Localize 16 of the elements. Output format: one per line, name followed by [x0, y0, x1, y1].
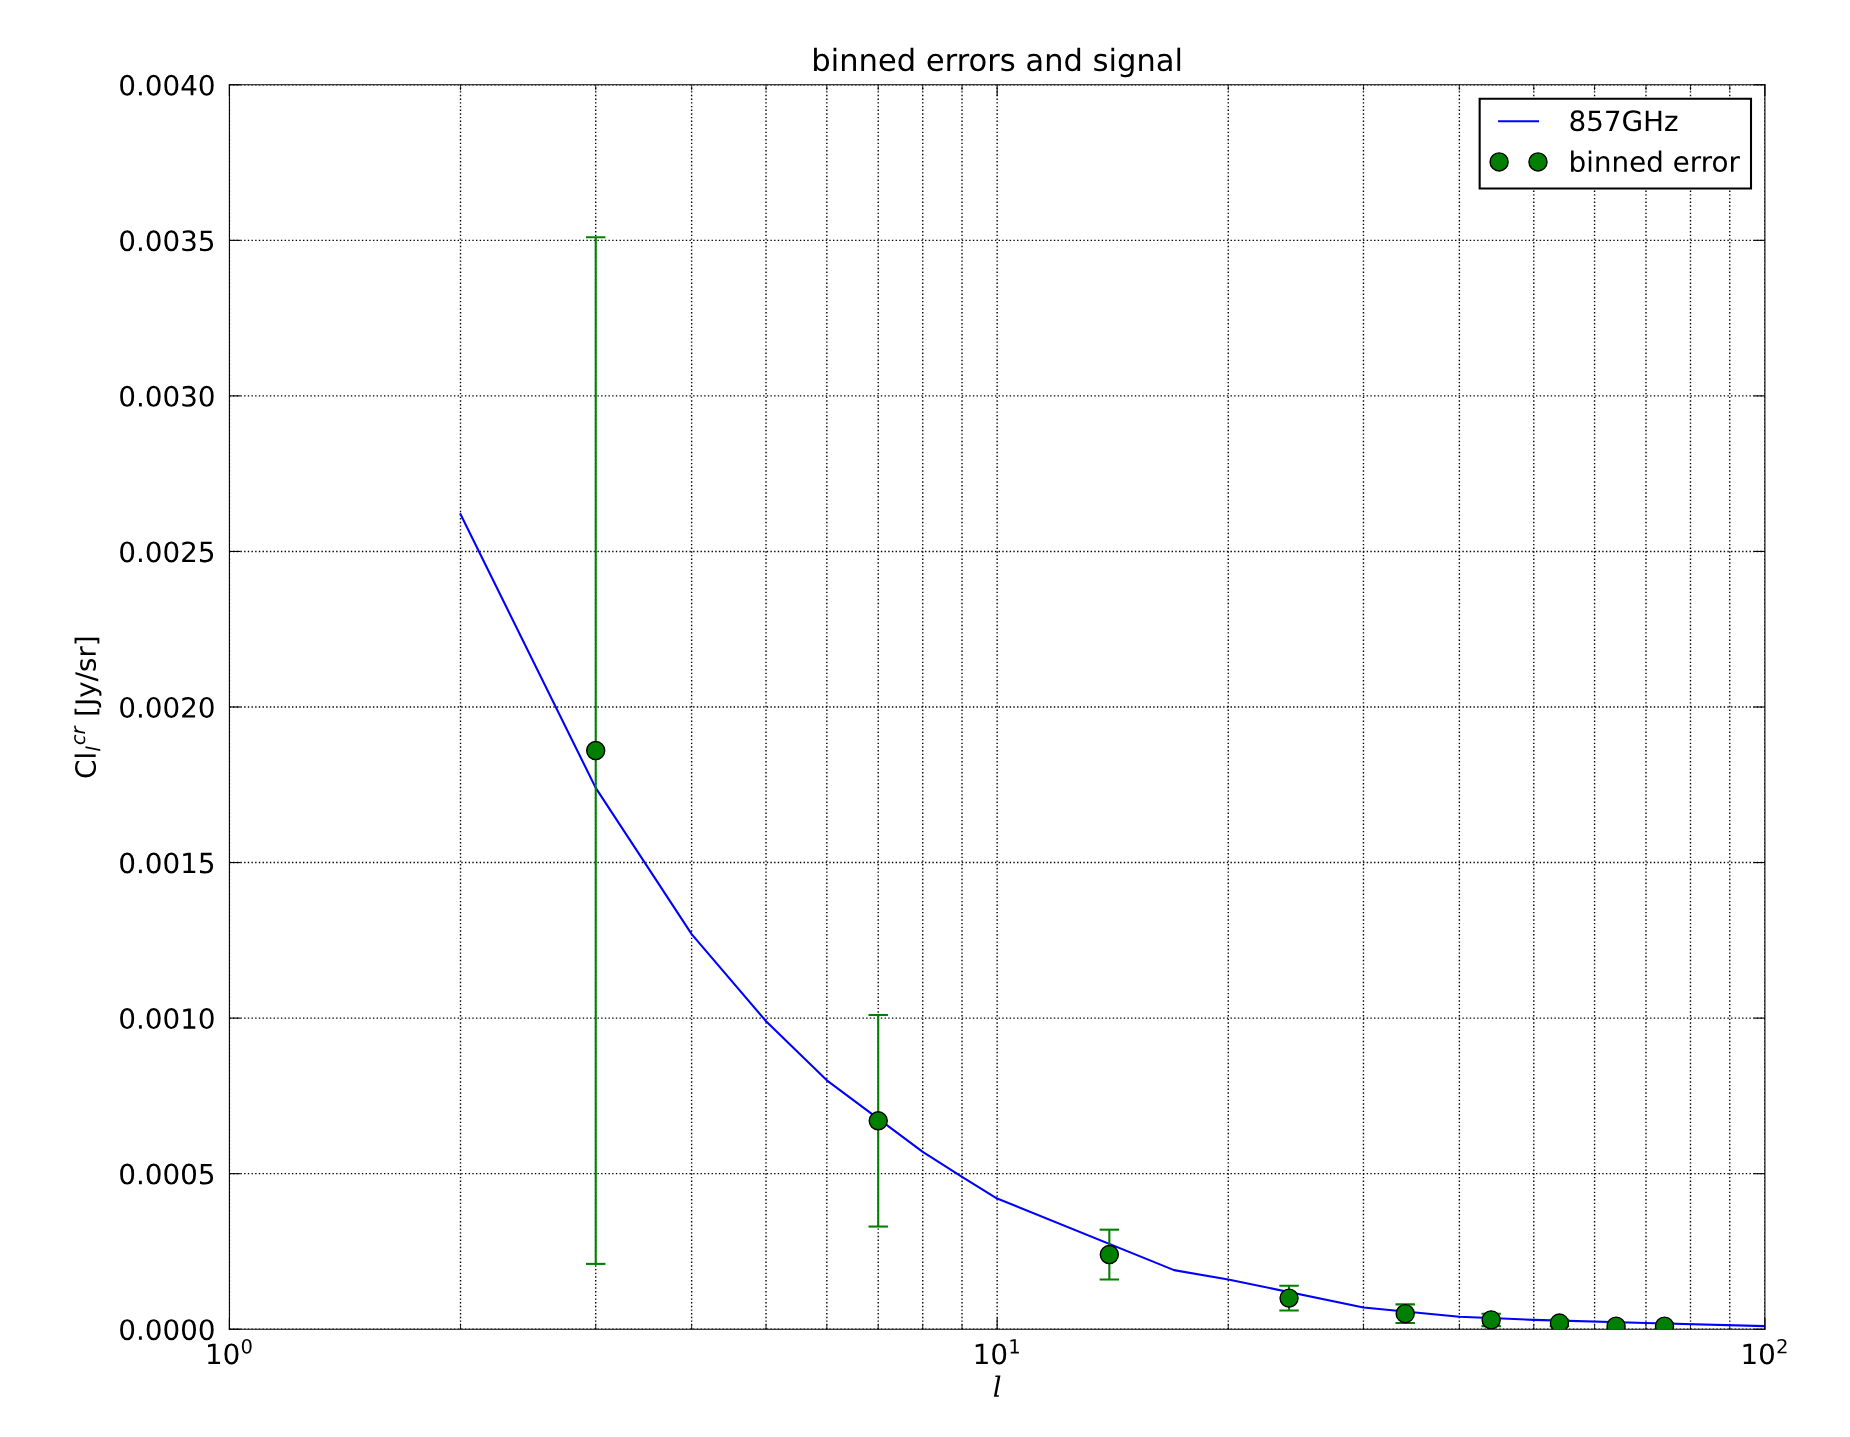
y-tick-label: 0.0015 [120, 852, 214, 874]
x-tick-label: 10$^{1}$ [975, 1339, 1019, 1365]
legend-label: binned error [1571, 150, 1740, 173]
y-tick-label: 0.0035 [120, 230, 214, 252]
y-tick-label: 0.0030 [120, 385, 214, 407]
y-tick-label: 0.0040 [120, 74, 214, 96]
legend-label: 857GHz [1570, 110, 1678, 132]
y-tick-label: 0.0005 [120, 1163, 214, 1185]
chart-title: binned errors and signal [814, 47, 1181, 78]
y-tick-label: 0.0025 [120, 541, 214, 563]
y-tick-label: 0.0010 [120, 1008, 214, 1030]
y-axis-title: Cl$_{l}$$^{cr}$ [Jy/sr] [74, 637, 102, 778]
y-tick-label: 0.0020 [120, 696, 214, 718]
y-tick-label: 0.0000 [120, 1319, 214, 1341]
x-axis-title: l [993, 1375, 1001, 1397]
x-tick-label: 10$^{2}$ [1743, 1338, 1787, 1365]
